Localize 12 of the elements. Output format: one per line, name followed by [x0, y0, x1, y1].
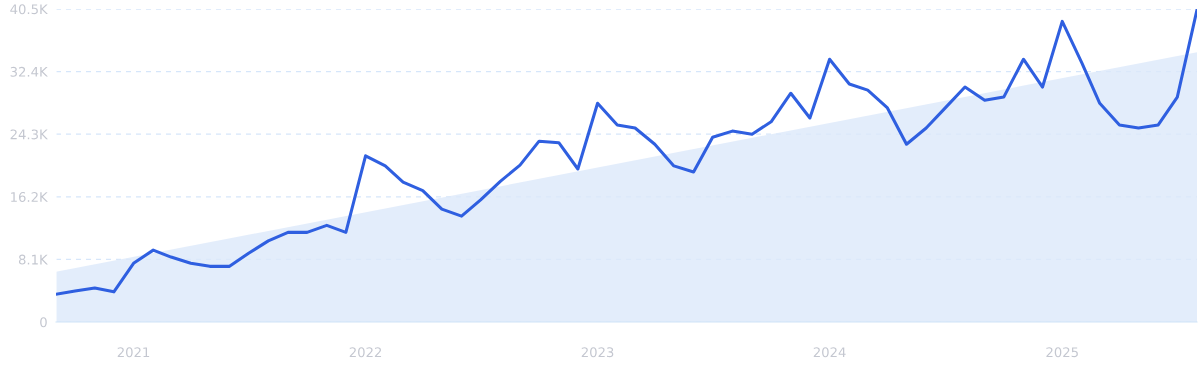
x-tick-label: 2022 — [349, 347, 382, 358]
y-tick-label: 24.3K — [10, 129, 48, 140]
x-tick-label: 2024 — [813, 347, 846, 358]
y-tick-label: 16.2K — [11, 192, 48, 202]
x-tick-label: 2021 — [117, 347, 150, 358]
y-tick-label: 0 — [40, 317, 47, 328]
x-tick-label: 2025 — [1046, 347, 1078, 358]
y-tick-label: 40.5K — [10, 4, 48, 15]
x-tick-label: 2023 — [581, 347, 614, 358]
y-tick-label: 8.1K — [18, 254, 48, 265]
line-series — [56, 9, 1197, 296]
y-tick-label: 32.4K — [10, 66, 48, 77]
